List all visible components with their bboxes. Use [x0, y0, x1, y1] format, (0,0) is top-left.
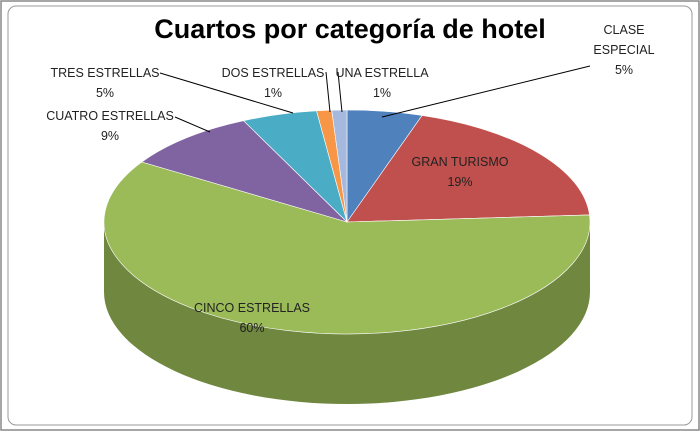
category-label: TRES ESTRELLAS [50, 66, 160, 80]
value-label: 5% [95, 86, 115, 100]
value-label: 60% [239, 321, 265, 335]
value-label: 1% [372, 86, 392, 100]
chart-title: Cuartos por categoría de hotel [154, 14, 546, 44]
leader-line [325, 71, 331, 113]
leader-line [381, 65, 591, 118]
category-label: GRAN TURISMO [411, 155, 509, 169]
leader-line [337, 71, 343, 113]
slice-label: CUATRO ESTRELLAS 9% [46, 106, 174, 146]
slice-label: UNA ESTRELLA 1% [335, 63, 428, 103]
category-label: CLASE ESPECIAL [593, 23, 655, 57]
slice-label: TRES ESTRELLAS 5% [50, 63, 159, 103]
category-label: DOS ESTRELLAS [221, 66, 325, 80]
slice-label: CLASE ESPECIAL 5% [584, 20, 664, 80]
slice [103, 161, 591, 335]
leader-line [159, 72, 294, 114]
category-label: CUATRO ESTRELLAS [46, 109, 174, 123]
value-label: 19% [447, 175, 473, 189]
slice-label: DOS ESTRELLAS 1% [222, 63, 325, 103]
slice [346, 115, 590, 223]
value-label: 5% [614, 63, 634, 77]
leader-line [174, 116, 211, 133]
slice [331, 109, 348, 223]
slice-side [104, 222, 590, 404]
value-label: 9% [100, 129, 120, 143]
category-label: UNA ESTRELLA [335, 66, 429, 80]
chart-border [7, 5, 693, 426]
value-label: 1% [263, 86, 283, 100]
category-label: CINCO ESTRELLAS [193, 301, 311, 315]
slice [141, 120, 348, 223]
slice-label: GRAN TURISMO 19% [412, 152, 509, 192]
slice-label: CINCO ESTRELLAS 60% [194, 298, 310, 338]
